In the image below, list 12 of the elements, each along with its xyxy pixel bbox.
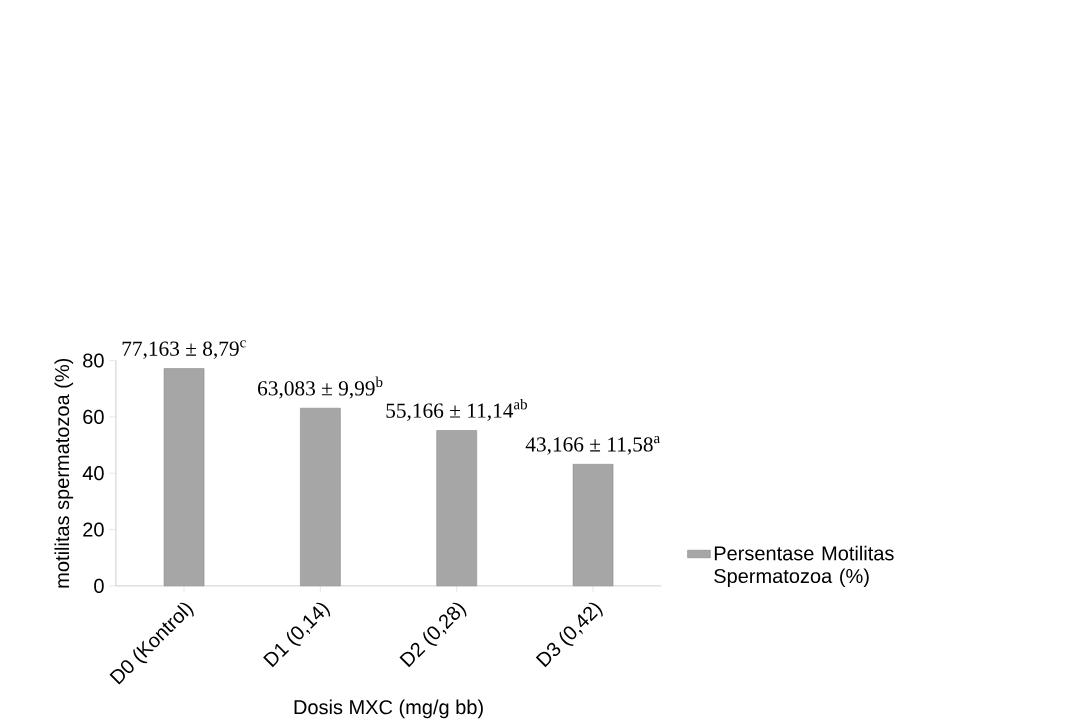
y-tick-label: 80 (83, 353, 104, 368)
legend-label: Persentase Motilitas Spermatozoa (%) (714, 545, 894, 588)
y-tick-label: 60 (83, 409, 104, 425)
data-label: 63,083 ± 9,99$^{b}$ (258, 376, 383, 399)
data-label: 77,163 ± 8,79$^{c}$ (122, 340, 246, 360)
y-tick-label: 40 (82, 466, 104, 481)
y-tick-label: 0 (94, 578, 104, 594)
data-label: 43,166 ± 11,58$^{a}$ (525, 436, 660, 455)
data-label: 55,166 ± 11,14$^{ab}$ (386, 399, 527, 422)
y-axis-title: motilitas spermatozoa (%) (54, 359, 74, 588)
y-tick-label: 20 (83, 522, 104, 537)
x-axis-title: Dosis MXC (mg/g bb) (294, 699, 483, 719)
